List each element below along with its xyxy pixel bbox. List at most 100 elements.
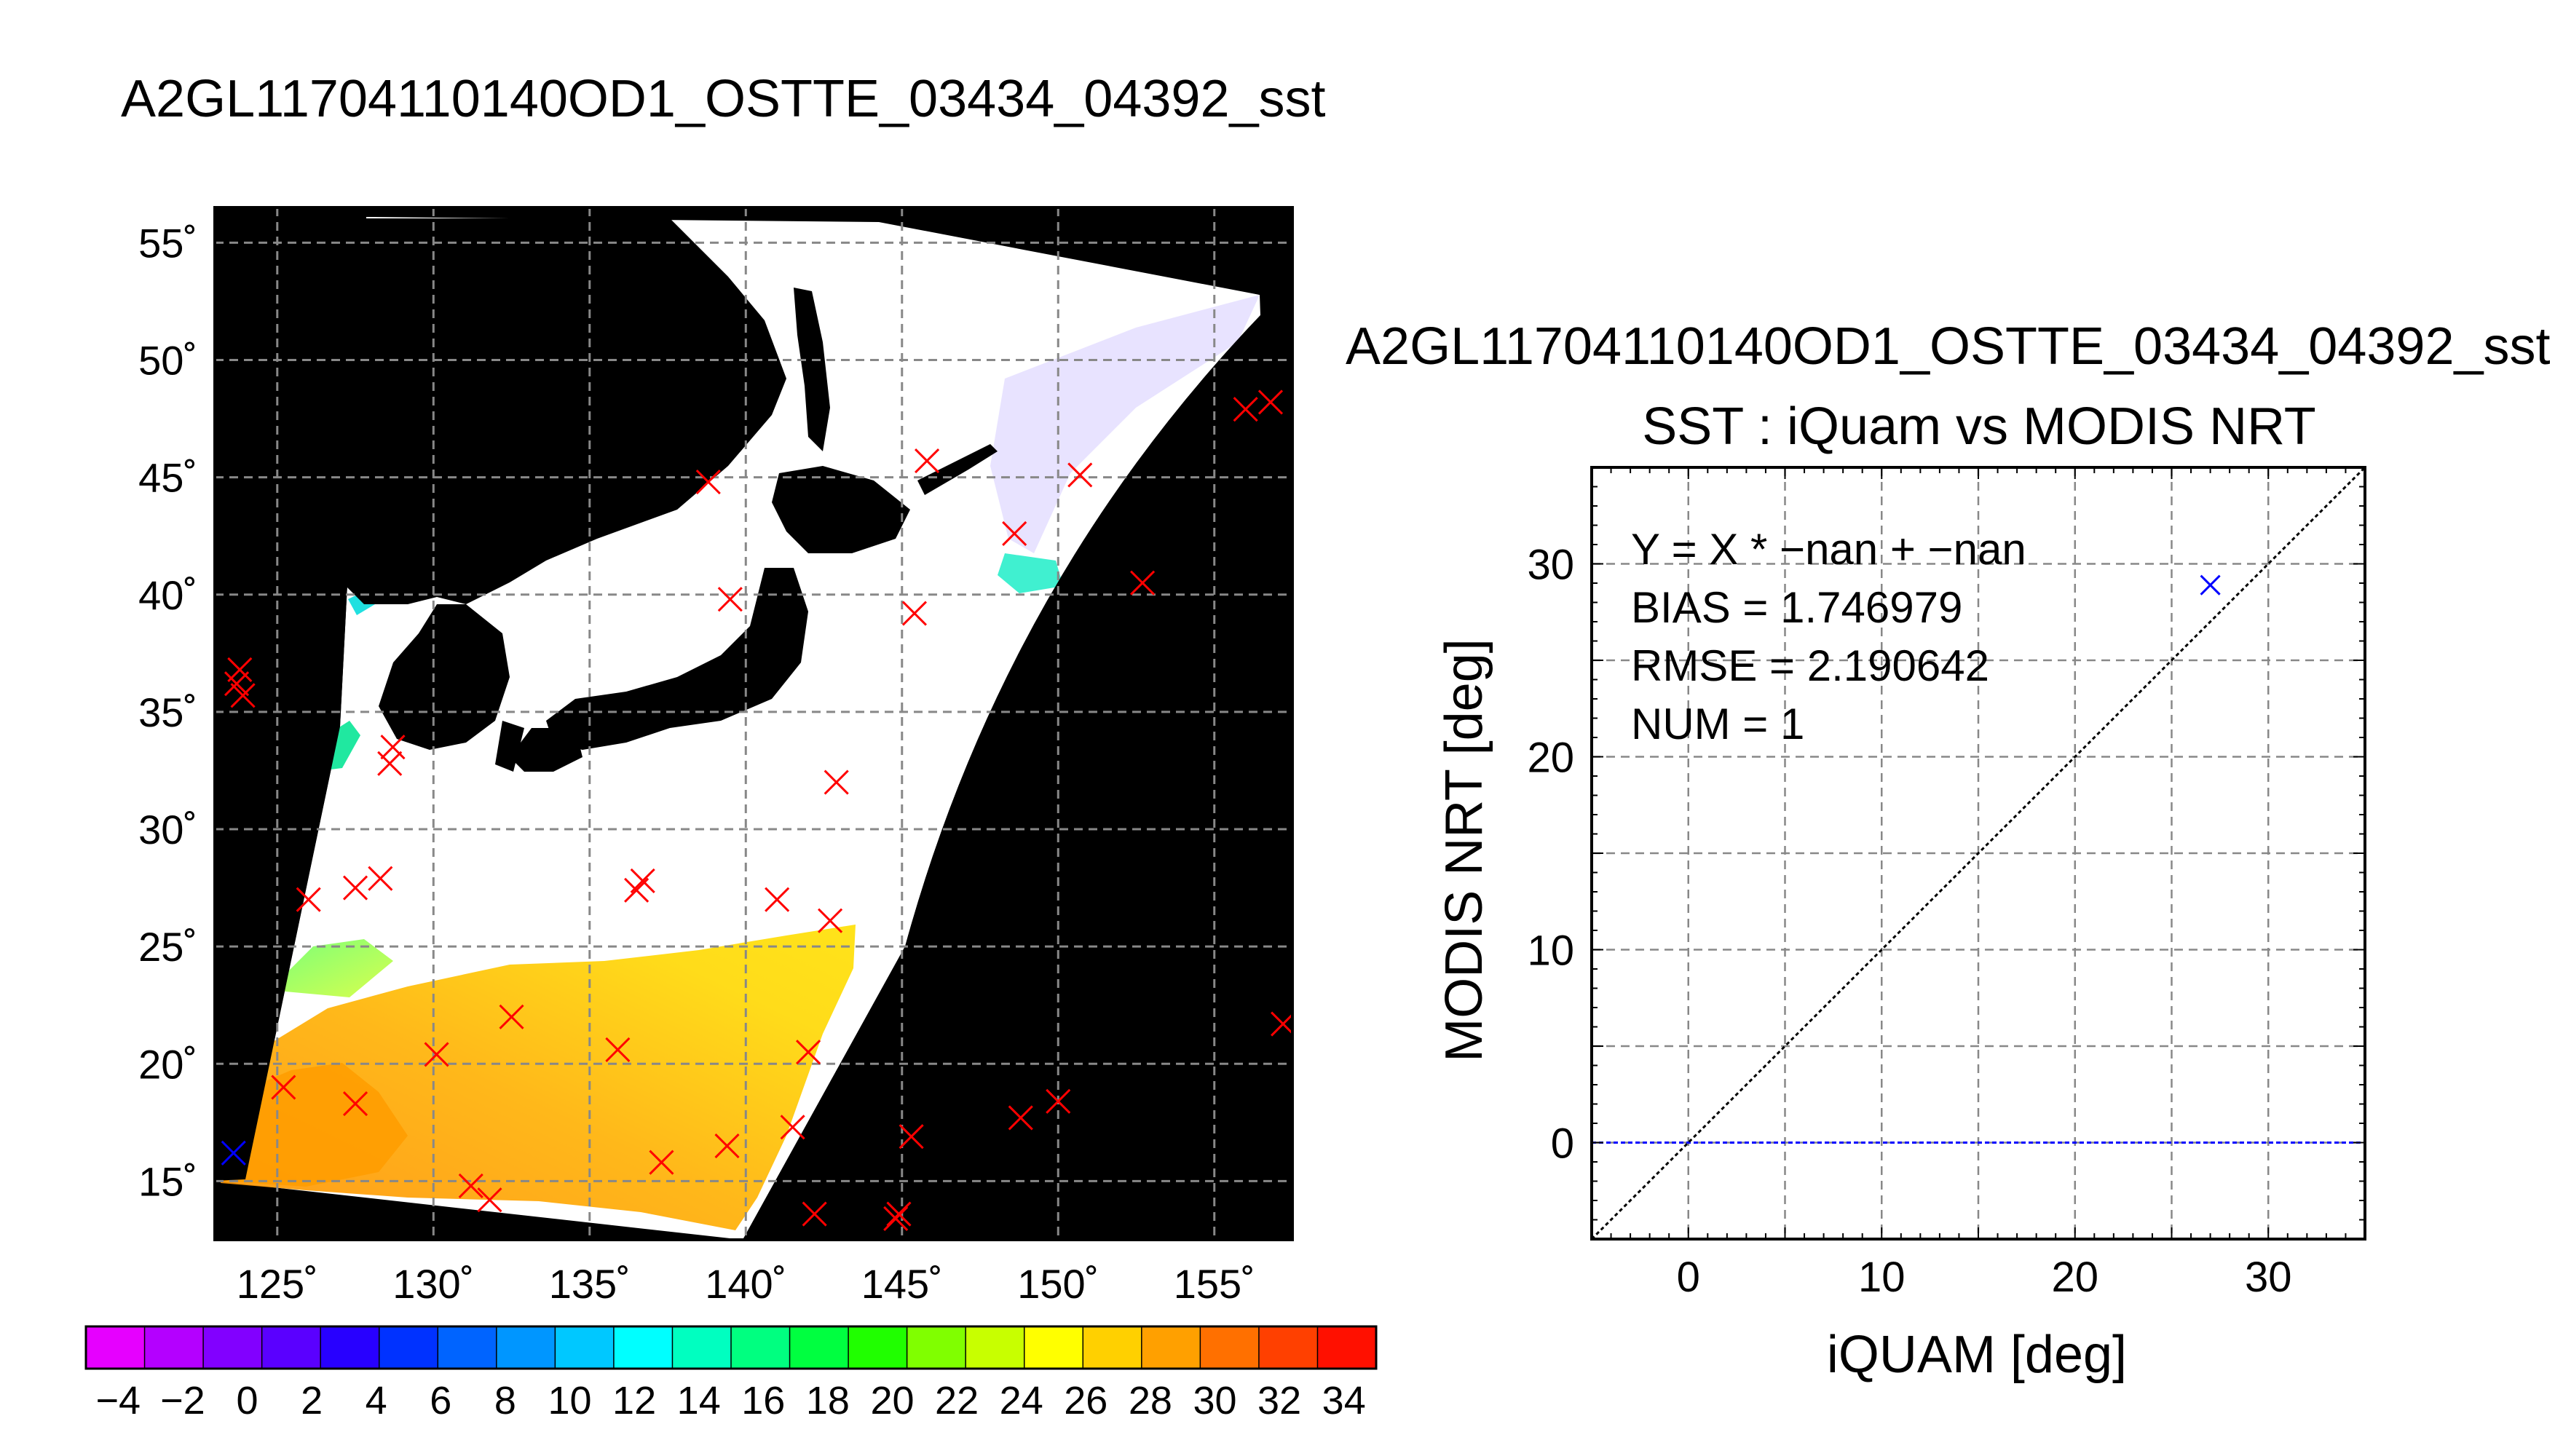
lon-tick-label: 145˚ <box>861 1261 943 1307</box>
orange-sst-region <box>217 1063 408 1187</box>
buoy-marker <box>1233 397 1258 422</box>
buoy-marker <box>1130 570 1156 596</box>
x-tick-label: 20 <box>2051 1254 2098 1301</box>
buoy-marker <box>380 735 406 760</box>
buoy-marker <box>695 469 721 495</box>
buoy-marker <box>717 587 743 612</box>
buoy-marker <box>649 1150 674 1175</box>
colorbar-tick-label: 4 <box>366 1379 387 1423</box>
colorbar-segment <box>203 1326 263 1369</box>
one-to-one-line <box>1590 466 2366 1241</box>
colorbar-segment <box>261 1326 321 1369</box>
lon-tick-label: 150˚ <box>1017 1261 1099 1307</box>
buoy-marker <box>901 601 927 626</box>
map-title: A2GL11704110140OD1_OSTTE_03434_04392_sst <box>121 70 1326 128</box>
colorbar-segment <box>1141 1326 1201 1369</box>
colorbar-tick-label: 20 <box>870 1379 914 1423</box>
sst-colorbar: −4 −2 0 2 4 6 8 10 12 14 16 18 20 22 24 26 28 30 32 34 <box>84 1325 1378 1423</box>
colorbar-tick-label: 22 <box>935 1379 979 1423</box>
x-axis-label: iQUAM [deg] <box>1827 1326 2127 1384</box>
buoy-marker <box>230 683 256 708</box>
buoy-marker <box>271 1075 296 1100</box>
x-tick-label: 30 <box>2245 1254 2292 1301</box>
colorbar-segment <box>965 1326 1025 1369</box>
y-tick-label: 10 <box>1527 927 1574 975</box>
colorbar-segment <box>555 1326 615 1369</box>
scatter-title: SST : iQuam vs MODIS NRT <box>1642 397 2316 456</box>
y-axis-label: MODIS NRT [deg] <box>1435 638 1493 1062</box>
colorbar-segment <box>379 1326 438 1369</box>
colorbar-tick-label: 10 <box>548 1379 591 1423</box>
cold-sst-patch <box>998 553 1063 593</box>
lat-tick-label: 35˚ <box>138 689 197 735</box>
colorbar-segment <box>1317 1326 1377 1369</box>
buoy-marker <box>368 866 393 891</box>
buoy-marker <box>886 1201 912 1227</box>
lat-tick-label: 40˚ <box>138 572 197 618</box>
colorbar-tick-label: 18 <box>806 1379 850 1423</box>
buoy-marker <box>477 1187 502 1213</box>
land-masses <box>215 207 1292 1240</box>
colorbar-segment <box>1024 1326 1083 1369</box>
scatter-panel: A2GL11704110140OD1_OSTTE_03434_04392_sst… <box>1346 317 2551 1384</box>
lat-tick-label: 50˚ <box>138 337 197 383</box>
y-tick-label: 0 <box>1551 1120 1574 1168</box>
buoy-marker <box>377 751 403 776</box>
lat-tick-label: 20˚ <box>138 1041 197 1087</box>
match-marker <box>221 1140 246 1166</box>
colorbar-segment <box>438 1326 497 1369</box>
colorbar-tick-label: −4 <box>96 1379 141 1423</box>
buoy-marker <box>1008 1105 1033 1131</box>
colorbar-segment <box>613 1326 673 1369</box>
buoy-marker <box>1002 521 1027 547</box>
lat-tick-label: 55˚ <box>138 220 197 266</box>
buoy-marker <box>224 671 250 697</box>
colorbar-frame <box>84 1325 1378 1370</box>
green-sst-region <box>269 939 393 997</box>
buoy-marker <box>458 1173 483 1198</box>
lon-tick-label: 130˚ <box>392 1261 474 1307</box>
buoy-marker <box>424 1042 449 1067</box>
buoy-marker <box>1257 389 1284 415</box>
x-tick-label: 10 <box>1858 1254 1906 1301</box>
colorbar-segment <box>848 1326 908 1369</box>
buoy-marker <box>765 887 790 912</box>
lat-tick-label: 30˚ <box>138 807 197 852</box>
colorbar-segment <box>320 1326 380 1369</box>
lon-tick-label: 125˚ <box>237 1261 318 1307</box>
data-point <box>2200 574 2221 596</box>
colorbar-tick-label: 2 <box>301 1379 323 1423</box>
scatter-filename: A2GL11704110140OD1_OSTTE_03434_04392_sst <box>1346 317 2551 376</box>
stats-num: NUM = 1 <box>1631 700 1804 748</box>
colorbar-tick-label: 12 <box>612 1379 656 1423</box>
buoy-marker <box>714 1133 740 1159</box>
colorbar-tick-label: 16 <box>741 1379 785 1423</box>
buoy-marker <box>342 875 368 901</box>
colorbar-tick-label: 0 <box>236 1379 258 1423</box>
buoy-marker <box>1271 1011 1292 1037</box>
buoy-marker <box>1067 462 1093 488</box>
lon-tick-label: 140˚ <box>705 1261 786 1307</box>
map-panel: 125˚ 130˚ 135˚ 140˚ 145˚ 150˚ 155˚ 15˚ 20˚ 25˚ 30˚… <box>138 206 1294 1307</box>
colorbar-tick-label: −2 <box>160 1379 205 1423</box>
colorbar-tick-label: 30 <box>1193 1379 1236 1423</box>
colorbar-tick-label: 28 <box>1129 1379 1172 1423</box>
colorbar-segment <box>86 1326 146 1369</box>
colorbar-segment <box>672 1326 732 1369</box>
colorbar-segment <box>144 1326 204 1369</box>
buoy-marker <box>630 868 655 893</box>
buoy-marker <box>1046 1088 1071 1114</box>
scatter-frame <box>1590 466 2366 1241</box>
lon-tick-label: 135˚ <box>549 1261 631 1307</box>
buoy-marker <box>499 1004 524 1029</box>
lat-tick-label: 15˚ <box>138 1158 197 1204</box>
buoy-marker <box>780 1115 805 1140</box>
buoy-marker <box>227 657 253 682</box>
colorbar-segment <box>789 1326 849 1369</box>
scatter-plot: 0 10 20 30 0 10 20 30 <box>1527 466 2366 1301</box>
stats-regression: Y = X * −nan + −nan <box>1631 525 2026 574</box>
colorbar-tick-label: 6 <box>430 1379 451 1423</box>
y-tick-label: 30 <box>1527 542 1574 589</box>
stats-rmse: RMSE = 2.190642 <box>1631 641 1989 690</box>
buoy-marker <box>296 887 321 912</box>
